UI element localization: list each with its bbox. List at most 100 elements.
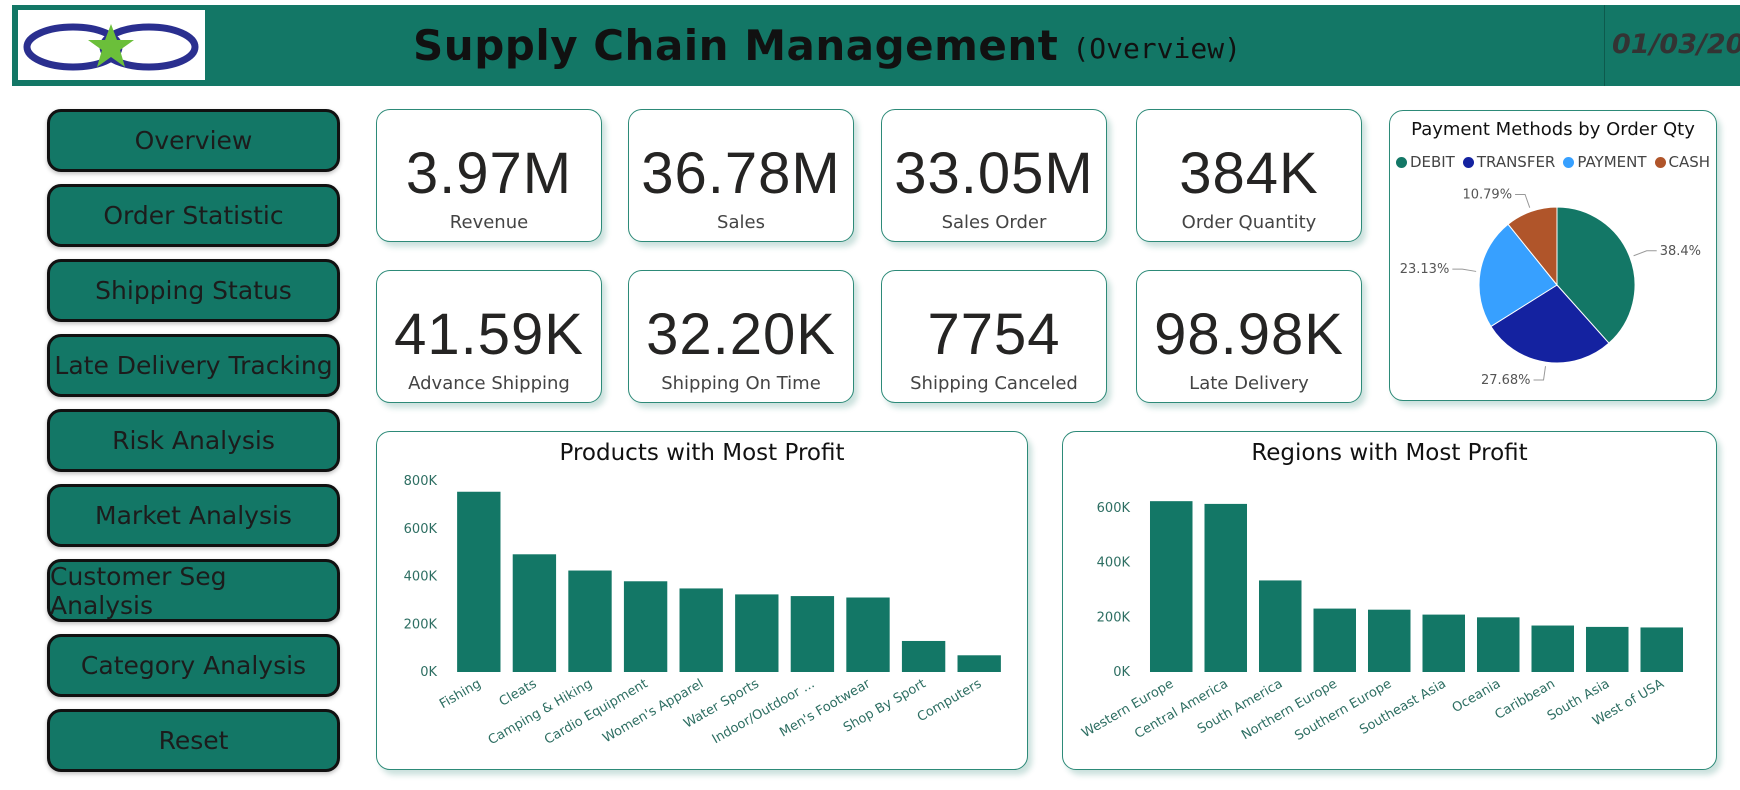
- x-tick-label: Computers: [915, 676, 985, 725]
- kpi-value: 7754: [927, 302, 1061, 367]
- y-tick-label: 200K: [1097, 610, 1131, 625]
- pie-data-label: 38.4%: [1660, 244, 1701, 259]
- x-tick-label: Cleats: [497, 676, 540, 709]
- bar-camping-hiking[interactable]: [568, 570, 612, 672]
- legend-label: PAYMENT: [1577, 153, 1647, 171]
- report-date: 01/03/2024: [1612, 29, 1740, 60]
- x-tick-label: Men's Footwear: [777, 676, 873, 740]
- legend-item-transfer[interactable]: TRANSFER: [1462, 153, 1556, 171]
- bar-shop-by-sport[interactable]: [901, 640, 946, 672]
- legend-item-payment[interactable]: PAYMENT: [1563, 153, 1647, 171]
- kpi-label: Revenue: [449, 212, 529, 233]
- pie-chart: 38.4% 27.68% 23.13% 10.79%: [1400, 187, 1701, 388]
- legend-label: TRANSFER: [1476, 153, 1556, 171]
- x-tick-label: Southern Europe: [1292, 676, 1394, 743]
- bar-south-america[interactable]: [1258, 580, 1302, 672]
- pie-data-label: 27.68%: [1481, 373, 1531, 388]
- pie-slice-debit[interactable]: [1556, 206, 1636, 344]
- bar-cardio-equipment[interactable]: [623, 581, 668, 672]
- pie-slice-cash[interactable]: [1507, 206, 1558, 287]
- bar-oceania[interactable]: [1476, 617, 1520, 672]
- pie-slice-transfer[interactable]: [1490, 284, 1610, 364]
- y-tick-label: 0K: [1113, 665, 1130, 680]
- kpi-label: Late Delivery: [1189, 373, 1309, 394]
- bar-indoor-outdoor[interactable]: [790, 596, 835, 672]
- kpi-label: Order Quantity: [1181, 212, 1317, 233]
- legend-label: DEBIT: [1409, 153, 1455, 171]
- page-title: Supply Chain Management: [413, 21, 1059, 70]
- x-tick-label: Western Europe: [1079, 676, 1176, 741]
- bar-west-of-usa[interactable]: [1640, 627, 1684, 672]
- nav-button-order-statistic[interactable]: Order Statistic: [47, 184, 340, 247]
- nav-button-overview[interactable]: Overview: [47, 109, 340, 172]
- bar-western-europe[interactable]: [1149, 501, 1193, 672]
- bar-women-s-apparel[interactable]: [679, 588, 723, 672]
- bar-caribbean[interactable]: [1531, 625, 1575, 672]
- title-area: Supply Chain Management (Overview): [212, 5, 1442, 86]
- legend-item-debit[interactable]: DEBIT: [1395, 153, 1455, 171]
- header-divider: [1604, 5, 1605, 86]
- regions-chart-title: Regions with Most Profit: [1251, 440, 1528, 466]
- bar-central-america[interactable]: [1204, 503, 1248, 672]
- bar-computers[interactable]: [957, 655, 1001, 672]
- y-tick-label: 400K: [1097, 556, 1131, 571]
- kpi-value: 32.20K: [646, 302, 836, 367]
- kpi-card-shipping-on-time: 32.20K Shipping On Time: [628, 270, 854, 403]
- nav-button-risk-analysis[interactable]: Risk Analysis: [47, 409, 340, 472]
- kpi-label: Advance Shipping: [408, 373, 570, 394]
- kpi-card-advance-shipping: 41.59K Advance Shipping: [376, 270, 602, 403]
- bar-cleats[interactable]: [512, 554, 557, 672]
- pie-leader-line: [1515, 193, 1531, 208]
- pie-leader-line: [1452, 268, 1477, 272]
- y-tick-label: 600K: [404, 522, 438, 537]
- kpi-value: 33.05M: [894, 141, 1094, 206]
- legend-swatch-debit: [1395, 156, 1407, 168]
- kpi-value: 98.98K: [1154, 302, 1344, 367]
- kpi-label: Sales: [717, 212, 765, 233]
- logo: [18, 10, 205, 80]
- logo-icon: [23, 23, 199, 71]
- y-tick-label: 0K: [420, 665, 437, 680]
- kpi-card-order-quantity: 384K Order Quantity: [1136, 109, 1362, 242]
- kpi-label: Sales Order: [941, 212, 1047, 233]
- bar-fishing[interactable]: [457, 491, 501, 672]
- kpi-card-shipping-canceled: 7754 Shipping Canceled: [881, 270, 1107, 403]
- nav-button-late-delivery-tracking[interactable]: Late Delivery Tracking: [47, 334, 340, 397]
- kpi-value: 41.59K: [394, 302, 584, 367]
- bar-water-sports[interactable]: [735, 594, 779, 672]
- kpi-card-sales-order: 33.05M Sales Order: [881, 109, 1107, 242]
- pie-leader-line: [1533, 366, 1546, 381]
- nav-button-reset[interactable]: Reset: [47, 709, 340, 772]
- x-tick-label: Cardio Equipment: [542, 676, 651, 747]
- bar-men-s-footwear[interactable]: [846, 597, 890, 672]
- kpi-label: Shipping On Time: [661, 373, 821, 394]
- x-tick-label: Central America: [1132, 676, 1231, 742]
- pie-slice-payment[interactable]: [1478, 223, 1558, 328]
- kpi-card-late-delivery: 98.98K Late Delivery: [1136, 270, 1362, 403]
- bar-southeast-asia[interactable]: [1422, 614, 1466, 672]
- y-tick-label: 600K: [1097, 501, 1131, 516]
- bar-south-asia[interactable]: [1585, 626, 1629, 672]
- bar-northern-europe[interactable]: [1313, 608, 1357, 672]
- pie-chart-title: Payment Methods by Order Qty: [1411, 119, 1695, 140]
- nav-button-shipping-status[interactable]: Shipping Status: [47, 259, 340, 322]
- nav-button-market-analysis[interactable]: Market Analysis: [47, 484, 340, 547]
- page-subtitle: (Overview): [1072, 32, 1241, 65]
- x-tick-label: Indoor/Outdoor ...: [710, 676, 818, 747]
- kpi-value: 384K: [1179, 141, 1319, 206]
- kpi-card-sales: 36.78M Sales: [628, 109, 854, 242]
- kpi-value: 3.97M: [405, 141, 573, 206]
- payment-methods-panel: Payment Methods by Order Qty DEBIT TRANS…: [1389, 110, 1717, 401]
- header-bar: Supply Chain Management (Overview) 01/03…: [12, 5, 1740, 86]
- nav-button-category-analysis[interactable]: Category Analysis: [47, 634, 340, 697]
- bar-southern-europe[interactable]: [1367, 609, 1411, 672]
- kpi-card-revenue: 3.97M Revenue: [376, 109, 602, 242]
- nav-button-customer-seg-analysis[interactable]: Customer Seg Analysis: [47, 559, 340, 622]
- pie-legend: DEBIT TRANSFER PAYMENT CASH: [1390, 153, 1716, 171]
- kpi-label: Shipping Canceled: [910, 373, 1078, 394]
- pie-data-label: 10.79%: [1462, 187, 1512, 202]
- legend-item-cash[interactable]: CASH: [1654, 153, 1710, 171]
- y-tick-label: 800K: [404, 474, 438, 489]
